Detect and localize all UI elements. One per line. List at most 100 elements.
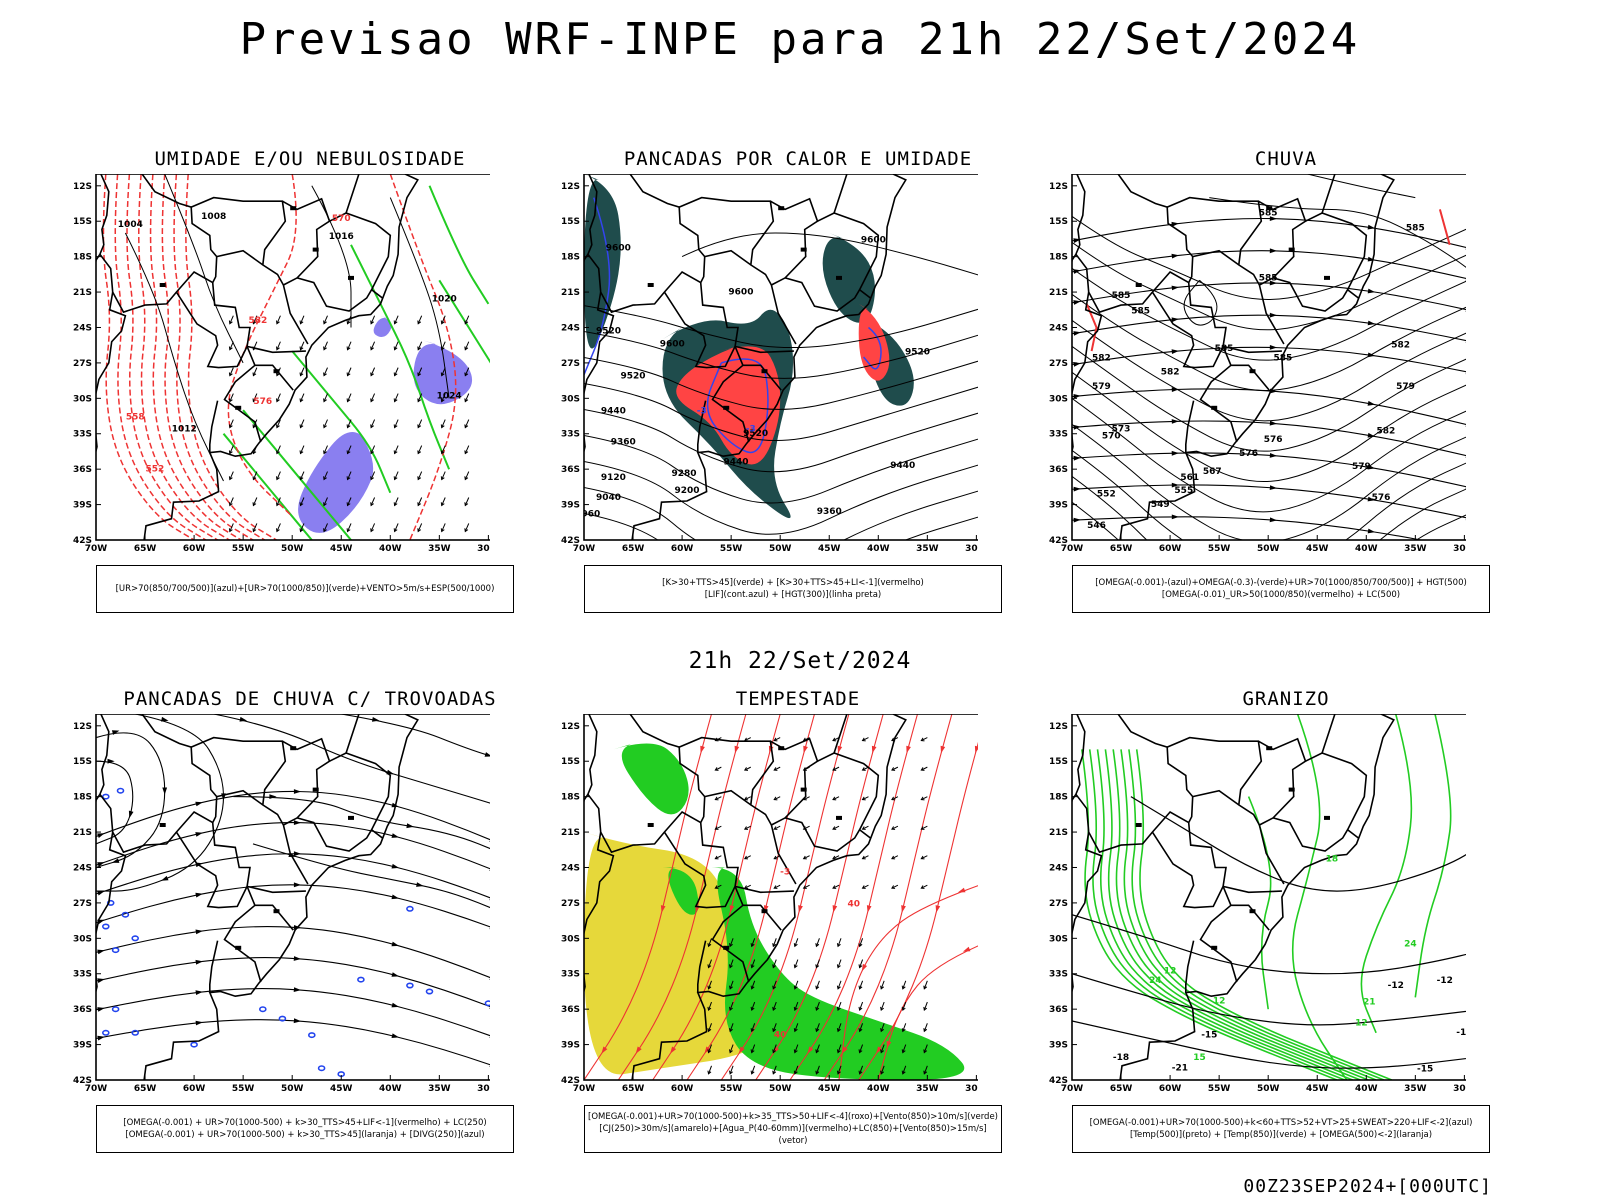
streamline-arrow [1367,224,1376,230]
wind-vector-head [815,985,820,990]
contour-label: 576 [1264,435,1283,445]
coastline-east [631,714,907,1080]
wind-vector-head [707,1028,712,1033]
wind-vector [880,1023,885,1032]
wind-vector [902,1065,907,1075]
wind-vector-head [464,372,469,377]
contour-label: -12 [1388,981,1404,991]
wind-vector [300,419,305,428]
height-contour [1072,241,1466,331]
contour-label: 18 [1326,855,1339,865]
wind-vector-head [393,424,398,429]
wind-vector-head [891,826,896,830]
wind-vector [751,1001,756,1011]
border-line [190,736,309,885]
border-line [1347,289,1359,299]
contour-label: 1016 [329,232,354,242]
lat-tick-label: 33S [73,970,92,980]
lat-tick-label: 18S [73,793,92,803]
wind-vector [300,341,305,350]
wind-vector [252,497,258,506]
streamline-arrow [832,905,838,913]
lat-tick-label: 21S [1049,288,1068,298]
border-line [1199,346,1238,443]
wind-vector [744,796,751,801]
wind-vector [252,315,258,324]
border-line [704,249,752,266]
wind-vector [744,884,751,889]
border-line [1185,400,1195,453]
streamline [96,822,490,870]
lon-tick-label: 65W [134,1084,157,1094]
wind-vector [276,523,281,532]
lon-tick-label: 55W [720,1084,743,1094]
wind-vector [441,419,446,428]
wind-vector-head [346,424,351,429]
lon-tick-label: 65W [622,544,645,554]
lat-tick-label: 15S [561,757,580,767]
lake-mark [1135,283,1142,287]
streamline-arrow [111,858,120,863]
wind-vector [708,959,712,968]
lat-tick-label: 36S [561,465,580,475]
wind-vector [859,1065,864,1075]
wind-vector-head [836,985,841,990]
map-tempestade: 40 40 -3 12S 15S 18S 21S 24S 27S 30S 33S 36S 39S 42S7… [561,714,978,1094]
wind-vector [300,393,305,402]
coastline-east [631,174,907,540]
border-line [96,831,127,995]
border-line [1151,282,1227,369]
border-line [1151,822,1227,909]
wind-vector [794,938,799,947]
streamline-arrow [871,745,877,754]
wind-vector [832,884,840,889]
wind-vector-head [750,985,755,990]
streamline-arrow [1073,486,1081,492]
wind-vector [837,1044,842,1053]
lat-tick-label: 15S [1049,217,1068,227]
contour-label: 15 [1193,1053,1206,1063]
lat-tick-label: 27S [73,359,92,369]
wind-vector-head [228,346,233,351]
contour-label: 582 [1161,368,1180,378]
lon-tick-label: 55W [1208,544,1231,554]
wind-vector-head [370,476,374,481]
wind-vector-head [228,450,233,455]
wind-vector [815,1065,820,1075]
wind-vector-head [346,476,351,481]
wind-vector-head [417,372,422,377]
lake-mark [723,945,730,950]
basemap [584,174,907,540]
wind-vector [394,393,399,402]
wind-vector-head [832,767,837,771]
wind-vector [859,1023,864,1032]
wind-vector-head [750,1006,755,1012]
wind-vector-head [772,1006,777,1012]
streamline-arrow [97,833,105,838]
border-line [1258,737,1307,826]
wind-vector [902,1001,907,1011]
border-line [246,345,306,354]
wind-vector [417,393,423,402]
lat-tick-label: 33S [561,970,580,980]
streamline-arrow [1367,528,1376,534]
lon-tick-label: 30W [965,544,978,554]
legend-line: [OMEGA(-0.001)+UR>70(1000-500)+k>35_TTS>… [588,1112,998,1122]
contour-label: 1012 [172,424,197,434]
border-line [1192,789,1240,806]
streamline-arrow [293,1018,302,1024]
lat-tick-label: 39S [1049,1041,1068,1051]
wind-vector-head [750,943,755,948]
wind-vector-head [743,767,749,771]
map-content: 40 40 -3 [584,714,978,1080]
wind-vector-head [464,346,469,351]
lon-tick-label: 65W [622,1084,645,1094]
streamline-arrow [391,894,400,900]
wind-vector-head [773,737,778,742]
wind-vector-head [836,964,841,969]
lake-mark [235,405,242,410]
wind-vector [347,341,352,350]
wind-vector-head [276,502,280,507]
wind-vector-head [901,1028,906,1033]
lake-mark [1135,823,1142,827]
